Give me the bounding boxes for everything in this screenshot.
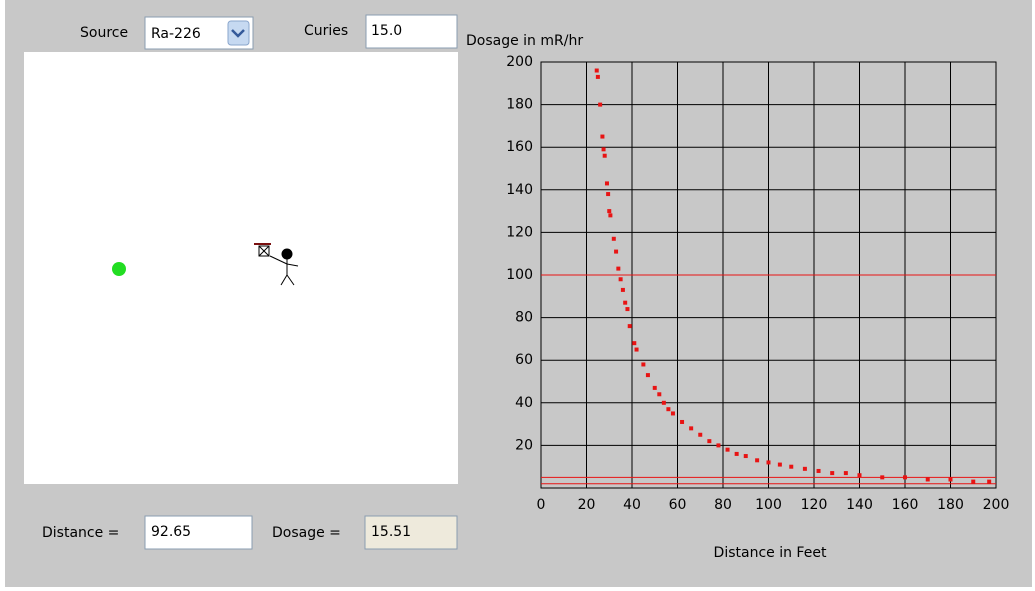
curies-value[interactable]: 15.0 — [371, 23, 402, 39]
y-tick-label: 200 — [506, 54, 533, 70]
point — [680, 419, 685, 424]
x-tick-label: 40 — [623, 497, 641, 513]
point — [632, 341, 637, 346]
point — [606, 192, 611, 197]
point — [743, 454, 748, 459]
point — [880, 475, 885, 480]
point — [948, 477, 953, 482]
point — [594, 68, 599, 73]
point — [716, 443, 721, 448]
x-tick-label: 60 — [669, 497, 687, 513]
point — [611, 236, 616, 241]
point — [600, 134, 605, 139]
x-tick-label: 160 — [892, 497, 919, 513]
point — [620, 287, 625, 292]
point — [789, 464, 794, 469]
point — [604, 181, 609, 186]
x-tick-label: 140 — [846, 497, 873, 513]
source-select[interactable]: Ra-226 — [144, 16, 254, 50]
point — [641, 362, 646, 367]
select-arrow — [231, 29, 245, 38]
distance-input[interactable] — [144, 515, 253, 550]
dosage-output — [364, 515, 458, 550]
y-tick-label: 160 — [506, 139, 533, 155]
x-tick-label: 80 — [714, 497, 732, 513]
point — [618, 277, 623, 282]
point — [755, 458, 760, 463]
y-tick-label: 180 — [506, 97, 533, 113]
point — [725, 447, 730, 452]
y-tick-label: 120 — [506, 224, 533, 240]
person — [254, 243, 299, 286]
point — [607, 209, 612, 214]
x-tick-label: 0 — [537, 497, 546, 513]
source-label: Source — [80, 25, 128, 41]
point — [830, 471, 835, 476]
y-tick-label: 20 — [515, 437, 533, 453]
y-axis-label: Dosage in mR/hr — [466, 33, 583, 49]
point — [608, 213, 613, 218]
distance-label: Distance = — [42, 525, 119, 541]
point — [652, 385, 657, 390]
point — [987, 479, 992, 484]
x-tick-label: 200 — [983, 497, 1010, 513]
point — [595, 74, 600, 79]
point — [816, 468, 821, 473]
x-tick-label: 20 — [578, 497, 596, 513]
point — [645, 373, 650, 378]
point — [777, 462, 782, 467]
point — [698, 432, 703, 437]
y-tick-label: 140 — [506, 182, 533, 198]
point — [598, 102, 603, 107]
point — [670, 411, 675, 416]
point — [707, 439, 712, 444]
x-tick-label: 180 — [937, 497, 964, 513]
point — [971, 479, 976, 484]
point — [766, 460, 771, 465]
point — [925, 477, 930, 482]
dosage-label: Dosage = — [272, 525, 341, 541]
curies-input[interactable] — [365, 14, 458, 49]
point — [634, 347, 639, 352]
point — [657, 392, 662, 397]
select-value[interactable]: Ra-226 — [151, 26, 201, 42]
point — [627, 324, 632, 329]
point — [843, 471, 848, 476]
dosage-value: 15.51 — [371, 524, 411, 540]
point — [666, 407, 671, 412]
x-axis-label: Distance in Feet — [714, 545, 827, 561]
point — [734, 451, 739, 456]
point — [602, 153, 607, 158]
y-tick-label: 60 — [515, 352, 533, 368]
y-tick-label: 40 — [515, 395, 533, 411]
point — [903, 475, 907, 480]
point — [689, 426, 694, 431]
select-button[interactable] — [227, 20, 250, 46]
point — [802, 466, 807, 471]
point — [661, 400, 666, 405]
point — [625, 307, 630, 312]
field — [24, 52, 458, 484]
y-tick-label: 80 — [515, 310, 533, 326]
point — [601, 147, 606, 152]
source-dot — [112, 262, 126, 276]
x-tick-label: 120 — [801, 497, 828, 513]
x-tick-label: 100 — [755, 497, 782, 513]
y-tick-label: 100 — [506, 267, 533, 283]
curies-label: Curies — [304, 23, 348, 39]
point — [857, 473, 862, 478]
point — [616, 266, 621, 271]
point — [614, 249, 619, 254]
point — [623, 300, 628, 305]
distance-value[interactable]: 92.65 — [151, 524, 191, 540]
